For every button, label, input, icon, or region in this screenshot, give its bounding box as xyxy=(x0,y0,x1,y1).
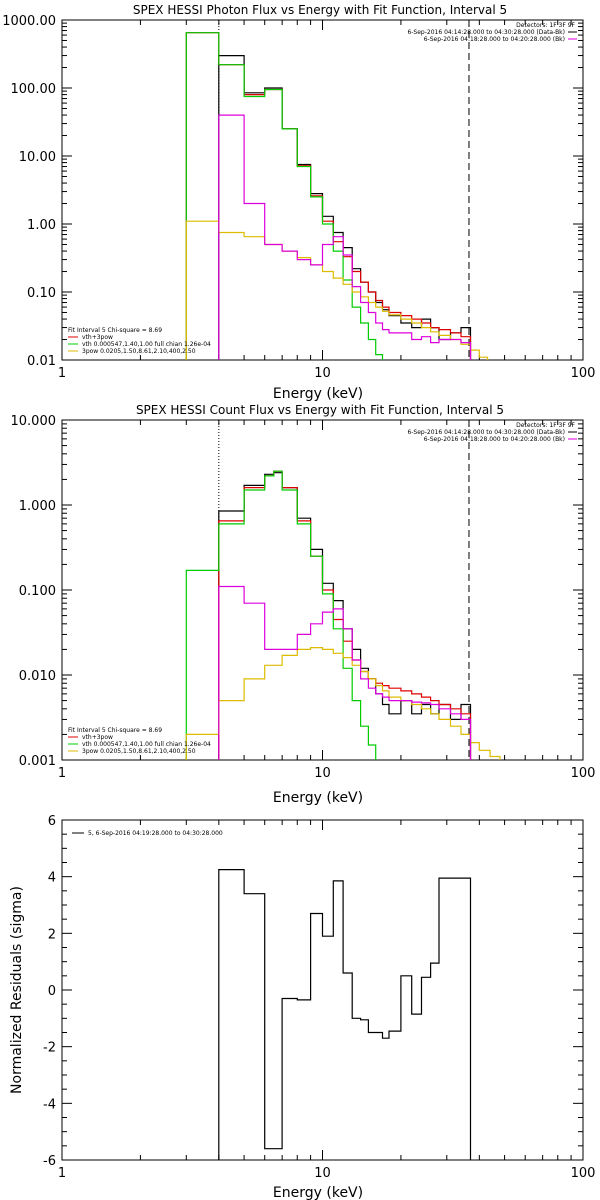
y-tick-label: 2 xyxy=(48,927,56,942)
x-axis-label: Energy (keV) xyxy=(273,790,363,806)
y-tick-label: 0.100 xyxy=(19,584,56,599)
series-vth-line xyxy=(185,32,384,360)
series-data-bk-line xyxy=(218,55,472,360)
y-tick-label: 1.000 xyxy=(19,499,56,514)
series-5-6-sep-2016-04-19-28-000-to-04-30-28-000-line xyxy=(218,869,472,1160)
x-tick-label: 10 xyxy=(314,366,331,381)
x-tick-label: 100 xyxy=(571,366,596,381)
legend-entry-label: 5, 6-Sep-2016 04:19:28.000 to 04:30:28.0… xyxy=(88,830,223,837)
legend-entry-label: vth+3pow xyxy=(82,334,113,341)
y-axis-label: Normalized Residuals (sigma) xyxy=(9,886,25,1094)
series-bk-line xyxy=(218,114,472,360)
legend-entry-label: 6-Sep-2016 04:18:28.000 to 04:20:28.000 … xyxy=(424,436,565,443)
y-tick-label: 1000.00 xyxy=(2,14,56,29)
y-tick-label: -4 xyxy=(43,1097,56,1112)
panel-title: SPEX HESSI Count Flux vs Energy with Fit… xyxy=(136,403,504,417)
y-tick-label: 0.01 xyxy=(27,354,56,369)
y-tick-label: 0 xyxy=(48,984,56,999)
count-flux-panel: SPEX HESSI Count Flux vs Energy with Fit… xyxy=(11,403,596,806)
y-tick-label: 0.10 xyxy=(27,286,56,301)
x-tick-label: 100 xyxy=(571,1166,596,1181)
x-axis-label: Energy (keV) xyxy=(273,1185,363,1200)
legend-entry-label: vth 0.000547,1.40,1.00 full chian 1.26e-… xyxy=(82,341,211,348)
y-tick-label: -6 xyxy=(43,1154,56,1169)
x-tick-label: 1 xyxy=(58,766,66,781)
series-3pow-line xyxy=(185,220,496,360)
x-tick-label: 10 xyxy=(314,1166,331,1181)
legend-entry-label: 3pow 0.0205,1.50,8.61,2.10,400,2.50 xyxy=(82,748,196,755)
legend-entry-label: vth 0.000547,1.40,1.00 full chian 1.26e-… xyxy=(82,741,211,748)
series-vth-3pow-line xyxy=(218,470,472,760)
detectors-label: Detectors: 1F 3F 9F xyxy=(516,22,575,29)
legend-entry-label: 6-Sep-2016 04:18:28.000 to 04:20:28.000 … xyxy=(424,36,565,43)
y-tick-label: -2 xyxy=(43,1041,56,1056)
residuals-panel: Energy (keV) Normalized Residuals (sigma… xyxy=(9,814,595,1200)
series-bk-line xyxy=(218,585,472,760)
fit-legend-header: Fit Interval 5 Chi-square = 8.69 xyxy=(68,727,162,734)
y-tick-label: 100.00 xyxy=(11,82,57,97)
x-tick-label: 1 xyxy=(58,1166,66,1181)
y-tick-label: 0.010 xyxy=(19,669,56,684)
legend-entry-label: 3pow 0.0205,1.50,8.61,2.10,400,2.50 xyxy=(82,348,196,355)
series-vth-line xyxy=(185,470,384,760)
legend-entry-label: 6-Sep-2016 04:14:28.000 to 04:30:28.000 … xyxy=(407,29,565,36)
detectors-label: Detectors: 1F 3F 9F xyxy=(516,422,575,429)
y-tick-label: 10.00 xyxy=(19,150,56,165)
photon-flux-panel: SPEX HESSI Photon Flux vs Energy with Fi… xyxy=(2,3,595,402)
panel-title: SPEX HESSI Photon Flux vs Energy with Fi… xyxy=(133,3,507,17)
x-tick-label: 100 xyxy=(571,766,596,781)
y-tick-label: 0.001 xyxy=(19,754,56,769)
x-tick-label: 10 xyxy=(314,766,331,781)
fit-legend-header: Fit Interval 5 Chi-square = 8.69 xyxy=(68,327,162,334)
plot-frame xyxy=(61,19,584,361)
series-3pow-line xyxy=(185,647,518,760)
series-vth-3pow-line xyxy=(185,32,472,360)
x-axis-label: Energy (keV) xyxy=(273,386,363,402)
y-tick-label: 10.000 xyxy=(11,414,57,429)
legend-entry-label: vth+3pow xyxy=(82,734,113,741)
y-tick-label: 6 xyxy=(48,814,56,829)
plot-frame xyxy=(61,819,584,1161)
legend-entry-label: 6-Sep-2016 04:14:28.000 to 04:30:28.000 … xyxy=(407,429,565,436)
x-tick-label: 1 xyxy=(58,366,66,381)
y-tick-label: 4 xyxy=(48,871,56,886)
y-tick-label: 1.00 xyxy=(27,218,56,233)
series-data-bk-line xyxy=(218,472,472,760)
